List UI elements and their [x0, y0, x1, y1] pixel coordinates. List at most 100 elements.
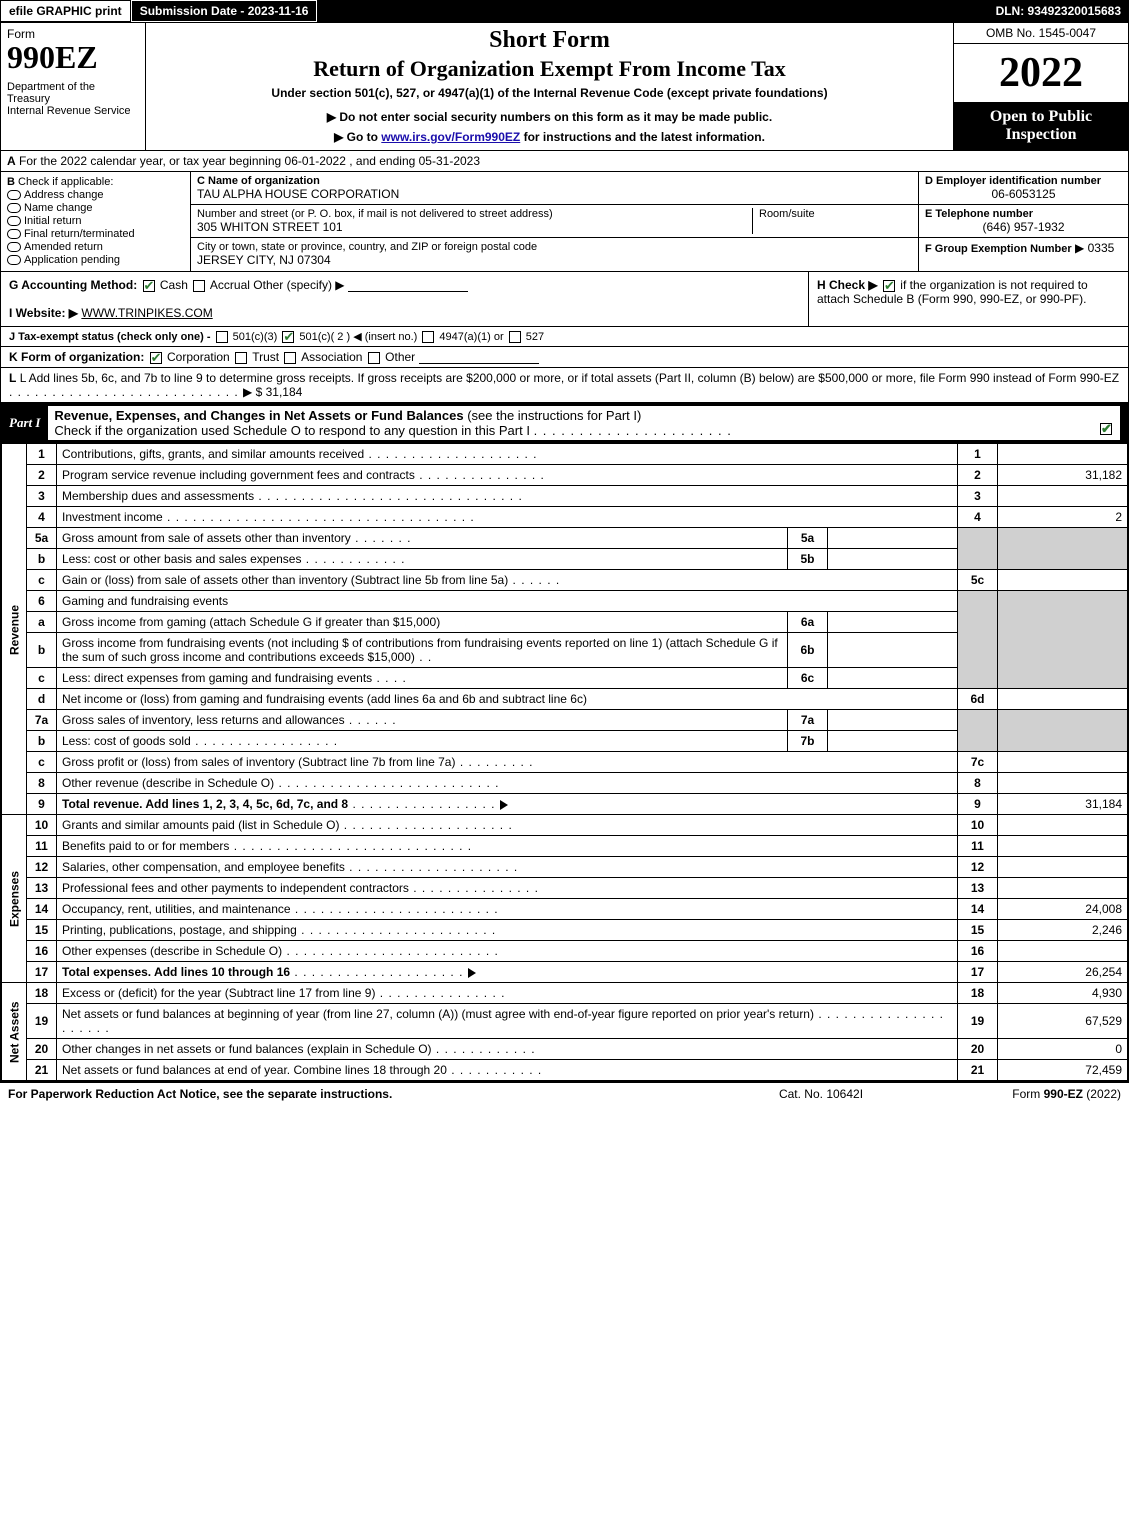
row-16: 16 Other expenses (describe in Schedule …	[2, 941, 1128, 962]
a-14: 24,008	[998, 899, 1128, 920]
b-20: 20	[958, 1039, 998, 1060]
chk-final-return[interactable]: Final return/terminated	[7, 228, 184, 240]
l-label: L	[9, 371, 16, 385]
n-10: 10	[27, 815, 57, 836]
c-addr-row: Number and street (or P. O. box, if mail…	[191, 205, 918, 238]
b-4: 4	[958, 507, 998, 528]
d-17: Total expenses. Add lines 10 through 16 …	[57, 962, 958, 983]
b-12: 12	[958, 857, 998, 878]
title-return: Return of Organization Exempt From Incom…	[154, 56, 945, 82]
b-9: 9	[958, 794, 998, 815]
d-5c: Gain or (loss) from sale of assets other…	[57, 570, 958, 591]
part-i-check: Check if the organization used Schedule …	[54, 423, 530, 438]
sa-6c	[828, 668, 958, 689]
e-phone: E Telephone number (646) 957-1932	[919, 205, 1128, 238]
b-7c: 7c	[958, 752, 998, 773]
grey-5	[958, 528, 998, 570]
header-right: OMB No. 1545-0047 2022 Open to Public In…	[953, 23, 1128, 150]
chk-assoc[interactable]	[284, 352, 296, 364]
grey-7	[958, 710, 998, 752]
k-other-line	[419, 352, 539, 364]
row-12: 12 Salaries, other compensation, and emp…	[2, 857, 1128, 878]
row-20: 20 Other changes in net assets or fund b…	[2, 1039, 1128, 1060]
n-20: 20	[27, 1039, 57, 1060]
d-19: Net assets or fund balances at beginning…	[57, 1004, 958, 1039]
b-text: Check if applicable:	[18, 176, 113, 188]
footer-right-bold: 990-EZ	[1044, 1087, 1083, 1101]
website-value[interactable]: WWW.TRINPIKES.COM	[81, 306, 212, 320]
c-city-row: City or town, state or province, country…	[191, 238, 918, 270]
grey-6	[958, 591, 998, 689]
note-goto: ▶ Go to www.irs.gov/Form990EZ for instru…	[154, 130, 945, 144]
label-b: B	[7, 176, 15, 188]
revenue-table: Revenue 1 Contributions, gifts, grants, …	[1, 443, 1128, 1081]
chk-name-change[interactable]: Name change	[7, 202, 184, 214]
n-13: 13	[27, 878, 57, 899]
chk-amended-return[interactable]: Amended return	[7, 241, 184, 253]
chk-501c3[interactable]	[216, 331, 228, 343]
chk-501c[interactable]	[282, 331, 294, 343]
chk-h[interactable]	[883, 280, 895, 292]
chk-application-pending[interactable]: Application pending	[7, 254, 184, 266]
g-cash: Cash	[160, 278, 188, 292]
d-8: Other revenue (describe in Schedule O) .…	[57, 773, 958, 794]
n-9: 9	[27, 794, 57, 815]
d-18: Excess or (deficit) for the year (Subtra…	[57, 983, 958, 1004]
org-address: 305 WHITON STREET 101	[197, 220, 752, 234]
b-14: 14	[958, 899, 998, 920]
b-11: 11	[958, 836, 998, 857]
open-inspection: Open to Public Inspection	[954, 102, 1128, 150]
chk-trust[interactable]	[235, 352, 247, 364]
arrow-icon-17	[468, 968, 476, 978]
goto-post: for instructions and the latest informat…	[520, 130, 765, 144]
b-8: 8	[958, 773, 998, 794]
dept-label: Department of the Treasury Internal Reve…	[7, 81, 139, 117]
sb-5b: 5b	[788, 549, 828, 570]
chk-4947[interactable]	[422, 331, 434, 343]
a-16	[998, 941, 1128, 962]
a-9: 31,184	[998, 794, 1128, 815]
sb-6c: 6c	[788, 668, 828, 689]
footer-center: Cat. No. 10642I	[721, 1087, 921, 1101]
a-19: 67,529	[998, 1004, 1128, 1039]
chk-address-change[interactable]: Address change	[7, 189, 184, 201]
sb-7a: 7a	[788, 710, 828, 731]
chk-cash[interactable]	[143, 280, 155, 292]
row-6: 6 Gaming and fundraising events	[2, 591, 1128, 612]
phone-value: (646) 957-1932	[925, 220, 1122, 234]
row-gh: G Accounting Method: Cash Accrual Other …	[1, 272, 1128, 327]
irs-link[interactable]: www.irs.gov/Form990EZ	[381, 130, 520, 144]
chk-other-org[interactable]	[368, 352, 380, 364]
d-7c: Gross profit or (loss) from sales of inv…	[57, 752, 958, 773]
chk-corp[interactable]	[150, 352, 162, 364]
l-amt: ▶ $ 31,184	[243, 385, 302, 399]
n-15: 15	[27, 920, 57, 941]
a-21: 72,459	[998, 1060, 1128, 1081]
a-11	[998, 836, 1128, 857]
n-14: 14	[27, 899, 57, 920]
row-k: K Form of organization: Corporation Trus…	[1, 347, 1128, 368]
phone-label: E Telephone number	[925, 208, 1122, 220]
a-2: 31,182	[998, 465, 1128, 486]
side-revenue: Revenue	[2, 444, 27, 815]
row-1: Revenue 1 Contributions, gifts, grants, …	[2, 444, 1128, 465]
row-7a: 7a Gross sales of inventory, less return…	[2, 710, 1128, 731]
efile-label[interactable]: efile GRAPHIC print	[0, 0, 131, 22]
d-6: Gaming and fundraising events	[57, 591, 958, 612]
chk-accrual[interactable]	[193, 280, 205, 292]
chk-527[interactable]	[509, 331, 521, 343]
ein-label: D Employer identification number	[925, 175, 1122, 187]
n-6b: b	[27, 633, 57, 668]
part-i-header: Part I Revenue, Expenses, and Changes in…	[1, 403, 1128, 443]
side-expenses: Expenses	[2, 815, 27, 983]
arrow-icon	[500, 800, 508, 810]
submission-date: Submission Date - 2023-11-16	[131, 0, 318, 22]
row-7c: c Gross profit or (loss) from sales of i…	[2, 752, 1128, 773]
subtitle-section: Under section 501(c), 527, or 4947(a)(1)…	[154, 86, 945, 100]
row-a: A For the 2022 calendar year, or tax yea…	[1, 151, 1128, 172]
b-15: 15	[958, 920, 998, 941]
chk-schedule-o[interactable]	[1100, 423, 1112, 435]
chk-initial-return[interactable]: Initial return	[7, 215, 184, 227]
a-7c	[998, 752, 1128, 773]
b-5c: 5c	[958, 570, 998, 591]
